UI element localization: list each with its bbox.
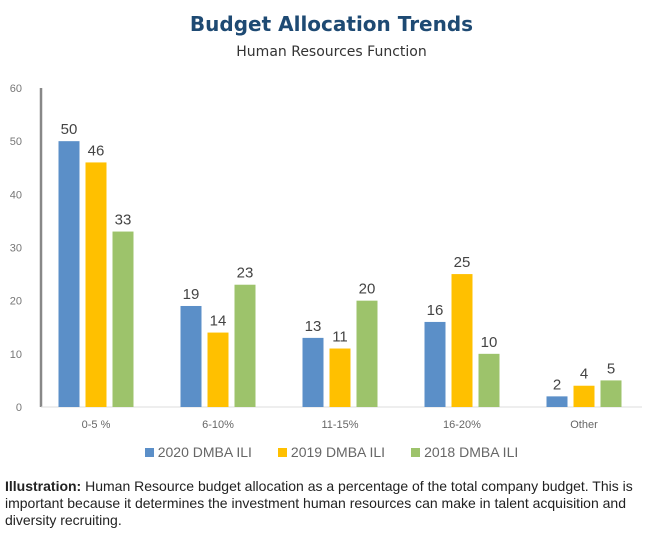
y-tick-label: 30 bbox=[10, 243, 22, 255]
bar bbox=[85, 162, 107, 407]
data-label: 46 bbox=[88, 142, 105, 159]
data-label: 13 bbox=[305, 318, 322, 335]
y-tick-label: 20 bbox=[10, 296, 22, 308]
bar bbox=[207, 332, 229, 407]
bar bbox=[58, 141, 80, 407]
bar bbox=[546, 396, 568, 407]
legend-label: 2019 DMBA ILI bbox=[290, 444, 386, 460]
bar bbox=[451, 274, 473, 407]
data-label: 16 bbox=[427, 302, 444, 319]
caption: Illustration: Human Resource budget allo… bbox=[5, 478, 660, 529]
bar bbox=[600, 380, 622, 407]
data-label: 33 bbox=[115, 212, 132, 229]
x-tick-label: 6-10% bbox=[202, 419, 234, 431]
legend-swatch bbox=[144, 447, 154, 457]
caption-label: Illustration: bbox=[5, 478, 82, 494]
legend-swatch bbox=[411, 447, 421, 457]
x-tick-label: 16-20% bbox=[443, 419, 481, 431]
bar-chart: 0 10 20 30 40 50 60 0-5 % 50 46 33 6-10% 19 14 23 11-15… bbox=[10, 83, 642, 431]
data-label: 11 bbox=[332, 329, 348, 346]
chart-title: Budget Allocation Trends bbox=[189, 12, 474, 36]
bar bbox=[424, 321, 446, 407]
y-tick-label: 10 bbox=[10, 349, 22, 361]
bar bbox=[302, 337, 324, 407]
data-label: 4 bbox=[580, 366, 588, 383]
data-label: 5 bbox=[607, 360, 615, 377]
bar bbox=[329, 348, 351, 407]
legend-item: 2018 DMBA ILI bbox=[411, 444, 518, 460]
caption-text: Human Resource budget allocation as a pe… bbox=[5, 478, 633, 528]
data-label: 20 bbox=[359, 281, 376, 298]
data-label: 14 bbox=[210, 313, 227, 330]
y-tick-label: 0 bbox=[16, 402, 22, 414]
x-tick-label: Other bbox=[570, 419, 598, 431]
x-tick-label: 11-15% bbox=[321, 419, 358, 431]
data-label: 19 bbox=[183, 286, 200, 303]
legend-item: 2020 DMBA ILI bbox=[144, 444, 252, 460]
data-label: 2 bbox=[553, 376, 561, 393]
x-tick-label: 0-5 % bbox=[82, 419, 111, 431]
bar bbox=[478, 353, 500, 407]
legend: 2020 DMBA ILI 2019 DMBA ILI 2018 DMBA ILI bbox=[0, 444, 663, 460]
y-tick-label: 40 bbox=[10, 189, 22, 201]
bar bbox=[573, 385, 595, 407]
chart-subtitle: Human Resources Function bbox=[236, 44, 427, 60]
data-label: 25 bbox=[454, 254, 471, 271]
legend-label: 2020 DMBA ILI bbox=[157, 444, 252, 460]
data-label: 10 bbox=[481, 334, 498, 351]
legend-label: 2018 DMBA ILI bbox=[424, 444, 519, 460]
y-tick-label: 60 bbox=[10, 83, 22, 95]
legend-swatch bbox=[277, 447, 287, 457]
bar bbox=[112, 231, 134, 407]
data-label: 23 bbox=[237, 265, 254, 282]
data-label: 50 bbox=[61, 121, 78, 138]
legend-item: 2019 DMBA ILI bbox=[277, 444, 386, 460]
y-tick-label: 50 bbox=[10, 136, 22, 148]
bar bbox=[180, 305, 202, 407]
bar bbox=[234, 284, 256, 407]
bar bbox=[356, 300, 378, 407]
